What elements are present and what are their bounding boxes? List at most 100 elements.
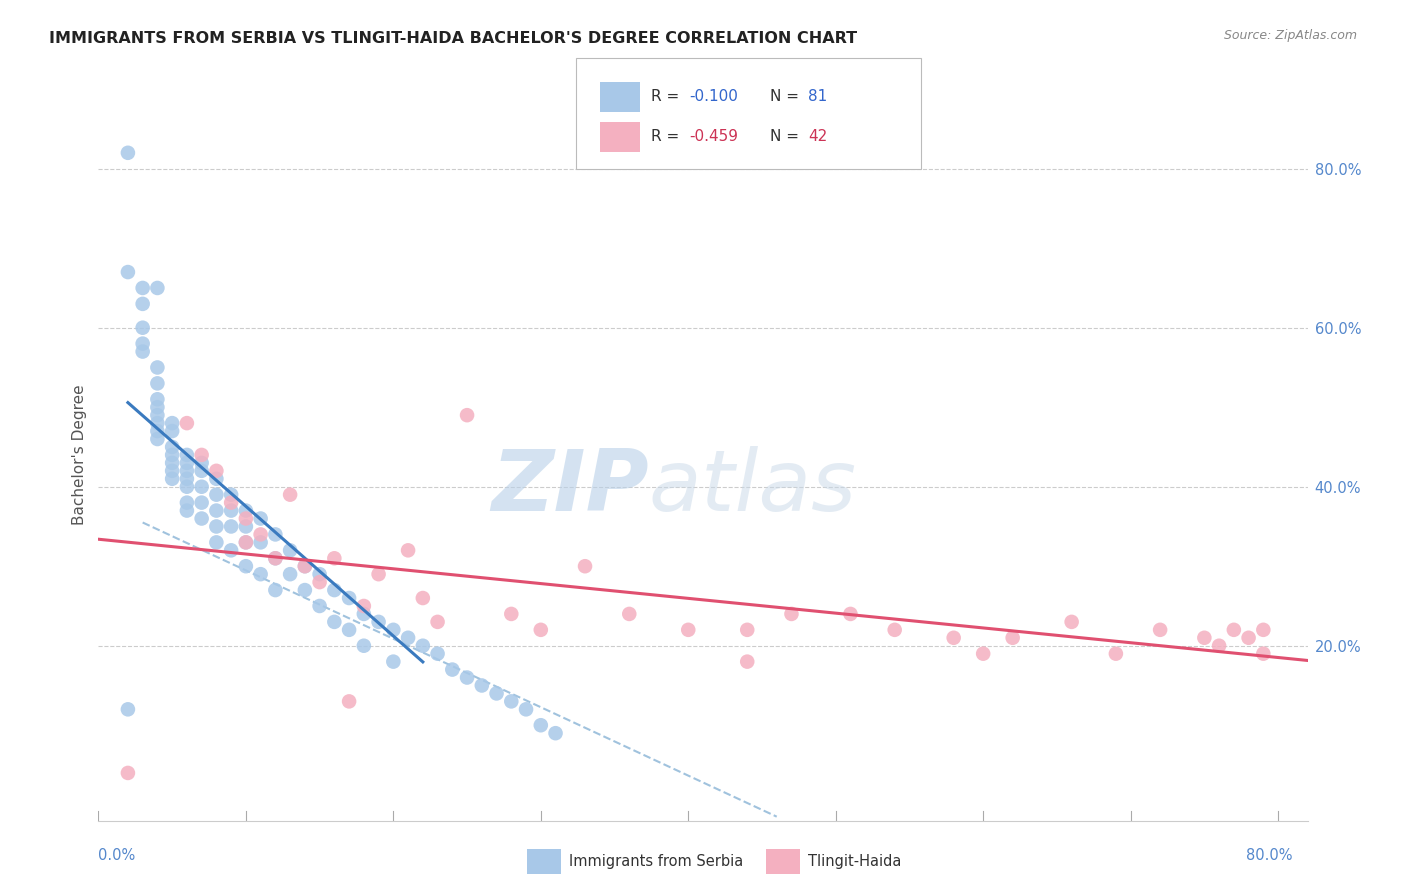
Point — [574, 559, 596, 574]
Point — [235, 519, 257, 533]
Point — [146, 376, 169, 391]
Point — [1060, 615, 1083, 629]
Text: Immigrants from Serbia: Immigrants from Serbia — [569, 855, 744, 869]
Point — [160, 448, 183, 462]
Point — [249, 567, 271, 582]
Point — [1223, 623, 1246, 637]
Text: IMMIGRANTS FROM SERBIA VS TLINGIT-HAIDA BACHELOR'S DEGREE CORRELATION CHART: IMMIGRANTS FROM SERBIA VS TLINGIT-HAIDA … — [49, 31, 858, 46]
Point — [441, 663, 464, 677]
Point — [190, 448, 212, 462]
Point — [367, 615, 389, 629]
Point — [146, 416, 169, 430]
Point — [205, 464, 228, 478]
Point — [219, 503, 242, 517]
Point — [294, 559, 316, 574]
Point — [146, 401, 169, 415]
Text: 80.0%: 80.0% — [1246, 848, 1294, 863]
Point — [735, 623, 758, 637]
Point — [117, 145, 139, 160]
Point — [839, 607, 862, 621]
Point — [1001, 631, 1024, 645]
Point — [117, 265, 139, 279]
Point — [308, 599, 330, 613]
Point — [353, 639, 375, 653]
Point — [278, 543, 301, 558]
Point — [735, 655, 758, 669]
Point — [146, 408, 169, 422]
Point — [219, 488, 242, 502]
Point — [219, 495, 242, 509]
Point — [426, 615, 449, 629]
Point — [1253, 623, 1275, 637]
Point — [190, 495, 212, 509]
Point — [501, 607, 523, 621]
Point — [1194, 631, 1216, 645]
Point — [190, 456, 212, 470]
Point — [235, 559, 257, 574]
Point — [176, 416, 198, 430]
Point — [176, 503, 198, 517]
Text: 0.0%: 0.0% — [98, 848, 135, 863]
Point — [176, 464, 198, 478]
Text: R =: R = — [651, 89, 685, 103]
Point — [160, 424, 183, 438]
Point — [972, 647, 994, 661]
Point — [456, 408, 478, 422]
Point — [219, 543, 242, 558]
Point — [396, 631, 419, 645]
Point — [235, 535, 257, 549]
Point — [323, 551, 346, 566]
Text: 81: 81 — [808, 89, 828, 103]
Point — [323, 615, 346, 629]
Point — [264, 551, 287, 566]
Point — [160, 464, 183, 478]
Point — [146, 281, 169, 295]
Point — [146, 432, 169, 446]
Point — [176, 456, 198, 470]
Text: 42: 42 — [808, 128, 828, 144]
Point — [294, 583, 316, 598]
Point — [412, 639, 434, 653]
Point — [1149, 623, 1171, 637]
Text: R =: R = — [651, 128, 685, 144]
Point — [396, 543, 419, 558]
Point — [249, 535, 271, 549]
Point — [160, 416, 183, 430]
Point — [678, 623, 700, 637]
Point — [780, 607, 803, 621]
Point — [382, 623, 405, 637]
Point — [131, 320, 153, 334]
Y-axis label: Bachelor's Degree: Bachelor's Degree — [72, 384, 87, 525]
Point — [131, 281, 153, 295]
Text: N =: N = — [770, 128, 804, 144]
Point — [308, 575, 330, 590]
Point — [1237, 631, 1260, 645]
Point — [160, 440, 183, 454]
Point — [205, 503, 228, 517]
Point — [337, 694, 360, 708]
Point — [471, 678, 494, 692]
Point — [942, 631, 965, 645]
Point — [337, 623, 360, 637]
Point — [544, 726, 567, 740]
Point — [367, 567, 389, 582]
Point — [1105, 647, 1128, 661]
Point — [190, 511, 212, 525]
Point — [235, 535, 257, 549]
Point — [264, 551, 287, 566]
Point — [1208, 639, 1230, 653]
Point — [146, 392, 169, 407]
Point — [146, 424, 169, 438]
Point — [205, 488, 228, 502]
Point — [160, 472, 183, 486]
Point — [323, 583, 346, 598]
Point — [205, 472, 228, 486]
Point — [205, 535, 228, 549]
Point — [456, 671, 478, 685]
Point — [176, 480, 198, 494]
Point — [131, 297, 153, 311]
Text: N =: N = — [770, 89, 804, 103]
Point — [501, 694, 523, 708]
Point — [530, 718, 553, 732]
Text: Tlingit-Haida: Tlingit-Haida — [808, 855, 901, 869]
